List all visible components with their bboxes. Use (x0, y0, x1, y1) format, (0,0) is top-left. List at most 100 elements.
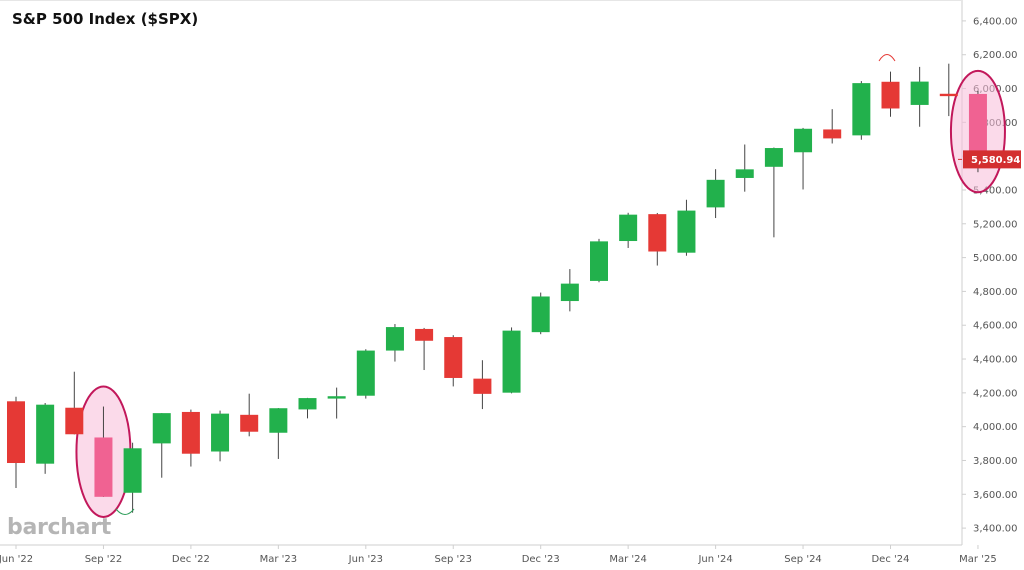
candle-dec-2023 (531, 292, 550, 335)
x-tick-label: Sep '24 (784, 554, 822, 565)
y-tick-label: 6,200.00 (973, 50, 1018, 61)
candle-body (560, 283, 579, 302)
candle-body (356, 350, 375, 396)
candle-sep-2022 (94, 406, 113, 497)
last-price-badge (963, 150, 1021, 169)
candle-body (269, 408, 288, 433)
x-tick-label: Dec '24 (871, 554, 909, 565)
y-tick-label: 5,400.00 (973, 185, 1018, 196)
x-tick-label: Dec '22 (172, 554, 210, 565)
x-tick-label: Jun '24 (697, 554, 732, 565)
candle-body (852, 83, 871, 136)
y-tick-label: 4,400.00 (973, 355, 1018, 366)
candle-jul-2022 (36, 402, 55, 474)
candle-jan-2024 (560, 269, 579, 312)
candle-body (968, 93, 987, 160)
y-tick-label: 4,000.00 (973, 422, 1018, 433)
candle-body (619, 214, 638, 242)
candle-body (881, 81, 900, 109)
candle-body (648, 214, 667, 252)
candle-mar-2023 (269, 408, 288, 459)
candle-body (823, 129, 842, 139)
candle-aug-2022 (65, 371, 84, 435)
candle-feb-2025 (939, 63, 958, 117)
candle-aug-2023 (415, 327, 434, 371)
last-price-label: 5,580.94 (971, 155, 1020, 166)
x-tick-label: Jun '22 (0, 554, 33, 565)
candle-body (677, 210, 696, 253)
x-tick-label: Dec '23 (522, 554, 560, 565)
candle-body (531, 296, 550, 333)
candle-jun-2022 (7, 396, 25, 489)
x-tick-label: Mar '23 (260, 554, 298, 565)
candle-jun-2024 (706, 169, 725, 219)
candle-dec-2022 (181, 409, 200, 467)
candle-body (152, 413, 171, 444)
candle-may-2023 (327, 387, 346, 419)
candle-body (794, 128, 813, 153)
candle-feb-2024 (590, 238, 608, 283)
y-tick-label: 3,800.00 (973, 456, 1018, 467)
candle-body (240, 414, 259, 432)
candle-jan-2023 (211, 410, 230, 462)
candle-nov-2023 (502, 327, 521, 394)
y-tick-label: 4,600.00 (973, 321, 1018, 332)
candle-nov-2022 (152, 413, 171, 478)
candle-apr-2024 (648, 212, 667, 266)
candle-body (706, 179, 725, 208)
x-tick-label: Sep '23 (435, 554, 473, 565)
candle-body (327, 396, 346, 399)
x-tick-label: Mar '25 (959, 554, 997, 565)
chart-title: S&P 500 Index ($SPX) (12, 10, 199, 28)
candle-body (7, 401, 25, 464)
candle-body (735, 169, 754, 178)
bottom-arc-marker (115, 508, 135, 515)
y-tick-label: 4,200.00 (973, 388, 1018, 399)
candle-apr-2023 (298, 397, 317, 419)
candle-body (123, 448, 142, 493)
candle-body (910, 81, 929, 105)
candle-may-2024 (677, 199, 696, 256)
candle-body (764, 148, 783, 167)
candle-body (65, 407, 84, 435)
candle-jan-2025 (910, 66, 929, 127)
candle-body (211, 413, 230, 452)
candle-oct-2023 (473, 360, 492, 410)
candle-mar-2024 (619, 212, 638, 248)
candle-aug-2024 (764, 147, 783, 238)
x-tick-label: Sep '22 (85, 554, 123, 565)
y-tick-label: 4,800.00 (973, 287, 1018, 298)
y-tick-label: 3,400.00 (973, 524, 1018, 535)
y-tick-label: 6,400.00 (973, 16, 1018, 27)
candle-body (385, 327, 404, 351)
x-tick-label: Jun '23 (348, 554, 383, 565)
top-arc-marker (878, 54, 896, 62)
candle-body (502, 330, 521, 393)
y-tick-label: 5,200.00 (973, 219, 1018, 230)
candle-body (181, 411, 200, 454)
candle-body (36, 404, 55, 464)
y-tick-label: 3,600.00 (973, 490, 1018, 501)
candle-body (939, 93, 958, 97)
candle-oct-2024 (823, 109, 842, 144)
candle-body (444, 337, 463, 378)
candle-nov-2024 (852, 81, 871, 140)
candle-jul-2024 (735, 144, 754, 192)
barchart-logo: barchart (7, 515, 111, 540)
candle-feb-2023 (240, 393, 259, 437)
candle-body (590, 241, 608, 281)
candle-sep-2023 (444, 335, 463, 387)
candle-sep-2024 (794, 127, 813, 190)
candle-body (415, 328, 434, 341)
candle-dec-2024 (881, 71, 900, 117)
candle-body (473, 378, 492, 394)
candle-jun-2023 (356, 349, 375, 399)
candle-body (298, 398, 317, 410)
y-tick-label: 5,000.00 (973, 253, 1018, 264)
candle-oct-2022 (123, 442, 142, 513)
candle-jul-2023 (385, 324, 404, 362)
candle-body (94, 437, 113, 497)
x-tick-label: Mar '24 (609, 554, 647, 565)
